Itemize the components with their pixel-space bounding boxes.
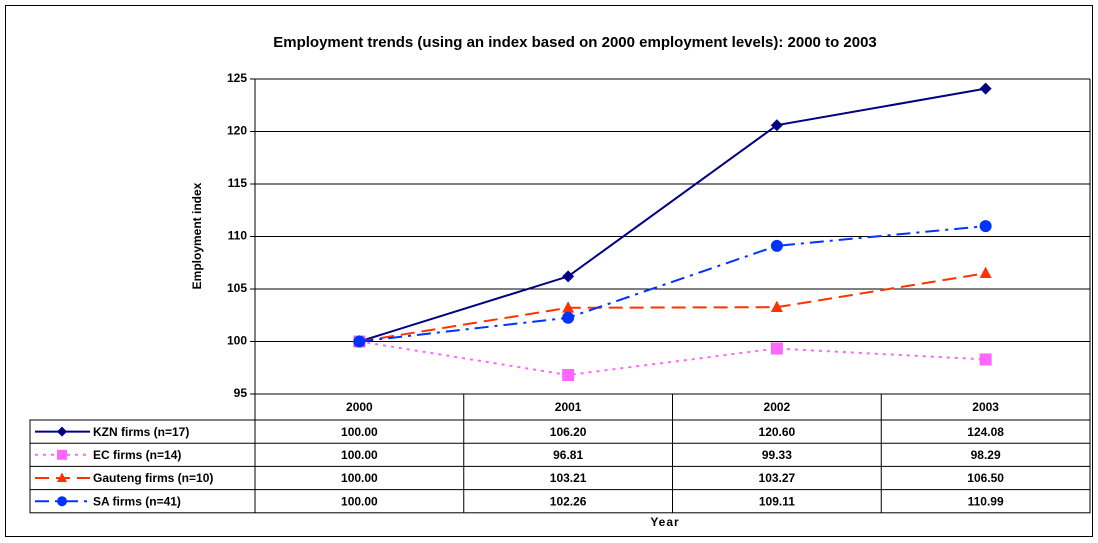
- table-value: 99.33: [762, 448, 792, 462]
- series-line: [359, 225, 986, 343]
- y-tick-label: 115: [228, 176, 248, 190]
- table-value: 106.50: [967, 471, 1004, 485]
- table-value: 98.29: [971, 448, 1001, 462]
- series-line: [359, 272, 986, 343]
- point: [979, 82, 992, 95]
- table-value: 103.21: [550, 471, 587, 485]
- table-value: 100.00: [341, 425, 378, 439]
- table-value: 109.11: [759, 494, 795, 508]
- y-tick-label: 95: [234, 386, 248, 400]
- chart-title: Employment trends (using an index based …: [273, 34, 877, 51]
- y-tick-label: 125: [227, 71, 247, 85]
- series-line: [359, 87, 986, 343]
- point: [770, 342, 783, 355]
- legend-label: KZN firms (n=17): [93, 425, 189, 439]
- legend-label: EC firms (n=14): [93, 448, 181, 462]
- table-value: 100.00: [341, 494, 378, 508]
- legend-label: SA firms (n=41): [93, 494, 181, 508]
- legend-marker: [57, 496, 67, 507]
- y-axis-label: Employment index: [190, 182, 204, 289]
- point: [562, 270, 575, 283]
- point: [979, 353, 992, 366]
- x-tick-label: 2002: [764, 400, 791, 414]
- point: [562, 311, 575, 324]
- point: [979, 266, 992, 279]
- x-tick-label: 2001: [555, 400, 582, 414]
- point: [770, 119, 783, 132]
- point: [979, 220, 992, 233]
- x-tick-label: 2000: [346, 400, 373, 414]
- table-value: 120.60: [759, 425, 796, 439]
- point: [770, 239, 783, 252]
- table-value: 96.81: [553, 448, 583, 462]
- point: [562, 368, 575, 381]
- x-tick-label: 2003: [972, 400, 999, 414]
- legend-marker: [57, 426, 67, 437]
- legend-marker: [57, 449, 67, 460]
- series-line: [359, 340, 986, 377]
- y-tick-label: 120: [227, 124, 247, 138]
- table-value: 103.27: [759, 471, 796, 485]
- table-value: 102.26: [550, 494, 587, 508]
- point: [770, 300, 783, 312]
- table-value: 100.00: [341, 448, 378, 462]
- table-value: 110.99: [968, 494, 1004, 508]
- chart-border: [5, 5, 1093, 537]
- point: [562, 301, 575, 313]
- x-axis-label: Year: [650, 515, 679, 529]
- legend-label: Gauteng firms (n=10): [93, 471, 213, 485]
- table-value: 124.08: [967, 425, 1004, 439]
- y-tick-label: 100: [227, 334, 247, 348]
- table-value: 100.00: [341, 471, 378, 485]
- y-tick-label: 105: [227, 281, 247, 295]
- legend-marker: [57, 472, 67, 482]
- point: [353, 335, 366, 348]
- table-value: 106.20: [550, 425, 587, 439]
- y-tick-label: 110: [228, 229, 248, 243]
